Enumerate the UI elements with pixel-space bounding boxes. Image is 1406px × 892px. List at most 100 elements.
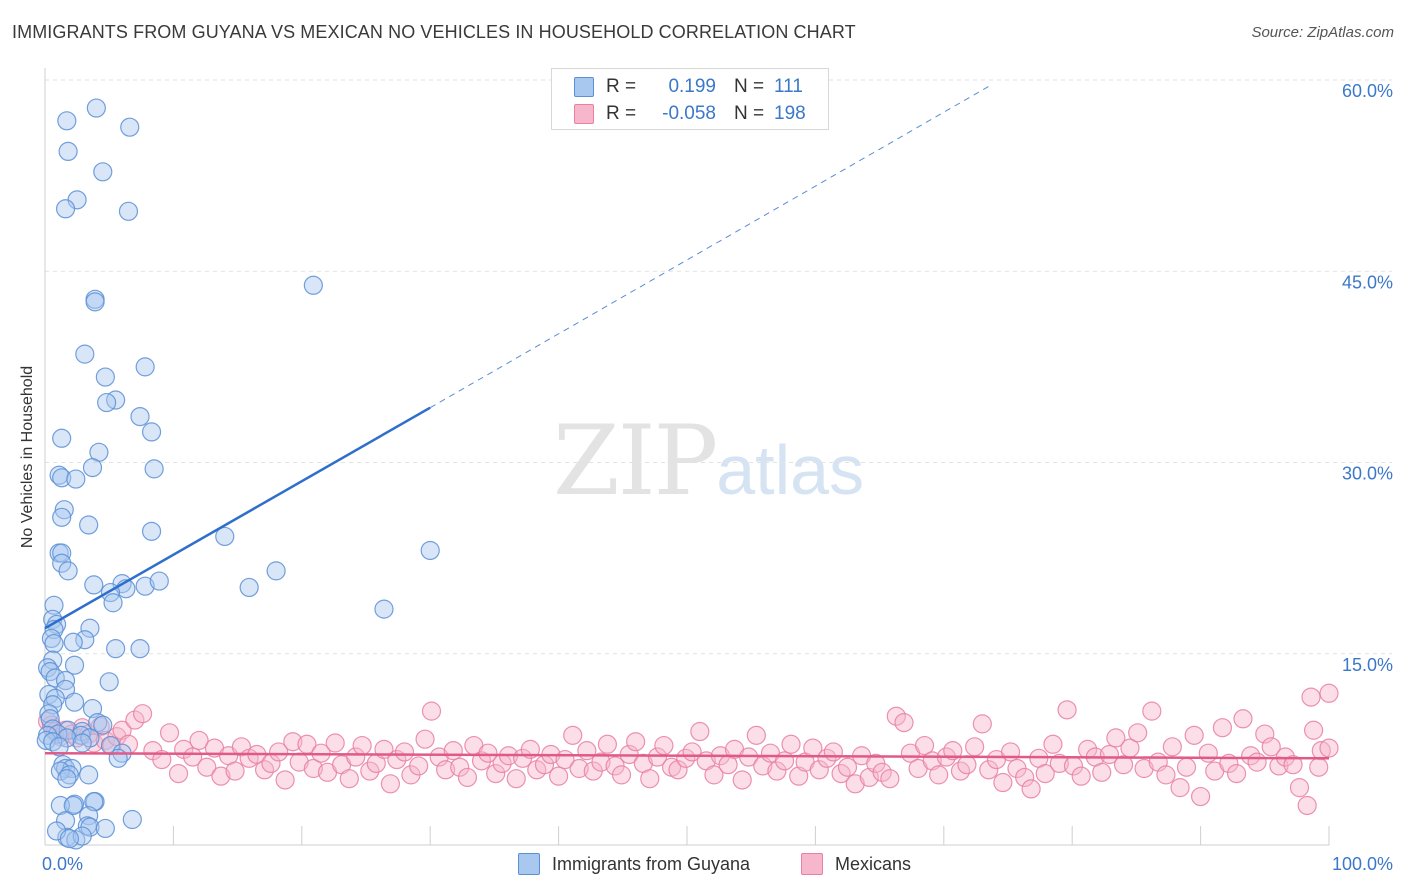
mexicans-point-119 (859, 767, 879, 788)
mexicans-point-78 (569, 758, 589, 779)
mexicans-point-75 (548, 766, 569, 786)
mexicans-point-147 (1057, 700, 1077, 720)
x-tick-label-1: 100.0% (1332, 854, 1393, 874)
mexicans-point-122 (880, 769, 900, 789)
guyana-point-20 (144, 459, 164, 479)
mexicans-point-81 (591, 752, 611, 772)
guyana-point-93 (79, 765, 99, 785)
mexicans-point-47 (352, 735, 372, 756)
guyana-point-6 (55, 199, 76, 219)
guyana-point-2 (120, 117, 140, 137)
mexicans-point-20 (159, 723, 180, 743)
mexicans-point-77 (563, 725, 583, 745)
guyana-point-0 (86, 98, 106, 118)
mexicans-point-56 (415, 729, 435, 749)
guyana-point-62 (99, 672, 119, 692)
mexicans-point-35 (269, 742, 289, 762)
mexicans-point-153 (1099, 744, 1120, 765)
guyana-point-57 (64, 655, 85, 675)
mexicans-point-82 (597, 734, 617, 754)
mexicans-point-155 (1113, 755, 1134, 775)
mexicans-point-182 (1303, 720, 1324, 740)
guyana-point-7 (118, 201, 139, 221)
mexicans-point-62 (457, 767, 478, 788)
guyana-point-40 (149, 571, 169, 591)
guyana-point-38 (135, 576, 155, 596)
mexicans-point-65 (478, 743, 498, 763)
mexicans-point-176 (1261, 737, 1281, 757)
mexicans-point-19 (152, 749, 172, 770)
mexicans-point-123 (886, 706, 906, 726)
mexicans-point-134 (965, 737, 985, 757)
mexicans-r-label: R = (606, 103, 637, 124)
series-legend-mexicans: Mexicans (801, 852, 911, 876)
mexicans-point-145 (1043, 734, 1063, 754)
mexicans-point-109 (789, 766, 809, 786)
guyana-point-55 (130, 639, 150, 659)
mexicans-legend-swatch (801, 853, 823, 875)
mexicans-point-21 (168, 763, 189, 784)
y-tick-label-1: 30.0% (1342, 464, 1393, 484)
mexicans-point-48 (360, 761, 380, 781)
guyana-point-18 (52, 428, 72, 448)
guyana-r-value: 0.199 (668, 76, 716, 97)
stats-legend-row-guyana: R = 0.199 N = 111 (574, 74, 814, 100)
mexicans-point-184 (1319, 738, 1339, 758)
mexicans-point-161 (1156, 765, 1176, 785)
mexicans-point-133 (957, 755, 977, 775)
guyana-point-28 (141, 521, 162, 541)
mexicans-point-146 (1049, 753, 1069, 774)
mexicans-point-171 (1226, 763, 1247, 784)
chart-title: IMMIGRANTS FROM GUYANA VS MEXICAN NO VEH… (12, 22, 856, 42)
guyana-point-87 (108, 748, 128, 768)
mexicans-point-29 (225, 761, 245, 781)
guyana-n-label: N = (734, 76, 765, 97)
guyana-point-32 (52, 543, 72, 563)
y-tick-label-2: 45.0% (1342, 272, 1393, 292)
guyana-point-103 (122, 809, 142, 830)
mexicans-trend-line (44, 751, 1330, 760)
mexicans-point-66 (486, 763, 506, 784)
mexicans-point-164 (1176, 757, 1197, 777)
watermark-zip: ZIP (553, 405, 718, 517)
mexicans-point-101 (732, 770, 752, 790)
guyana-point-110 (59, 829, 79, 849)
stats-legend: R = 0.199 N = 111 R = -0.058 N = 198 (551, 68, 829, 130)
mexicans-point-129 (929, 765, 949, 785)
guyana-point-49 (80, 618, 100, 638)
mexicans-point-135 (972, 714, 992, 734)
mexicans-point-172 (1233, 709, 1253, 729)
mexicans-point-165 (1184, 725, 1204, 745)
mexicans-point-158 (1134, 758, 1154, 779)
mexicans-point-180 (1289, 778, 1310, 798)
mexicans-point-25 (197, 757, 217, 777)
guyana-point-53 (63, 632, 83, 652)
mexicans-point-60 (443, 741, 463, 761)
guyana-point-37 (84, 575, 104, 595)
guyana-point-74 (58, 720, 78, 740)
mexicans-point-185 (1301, 687, 1321, 707)
mexicans-point-84 (611, 765, 632, 785)
mexicans-point-57 (421, 701, 442, 721)
guyana-point-54 (106, 639, 126, 659)
guyana-point-43 (103, 593, 123, 613)
mexicans-point-53 (394, 742, 415, 762)
guyana-point-71 (88, 712, 108, 733)
guyana-point-4 (93, 162, 113, 182)
guyana-point-59 (40, 661, 60, 682)
guyana-point-45 (44, 595, 64, 615)
mexicans-legend-label: Mexicans (835, 853, 912, 874)
mexicans-point-181 (1297, 795, 1317, 816)
watermark: ZIPatlas (553, 405, 864, 517)
mexicans-point-69 (506, 769, 526, 789)
guyana-trend-dashed (429, 85, 989, 409)
guyana-point-82 (43, 732, 63, 752)
mexicans-point-157 (1128, 723, 1148, 743)
guyana-point-35 (266, 561, 286, 581)
guyana-point-10 (85, 292, 105, 312)
guyana-trend-line (44, 406, 431, 630)
guyana-point-8 (303, 275, 323, 295)
y-tick-label-3: 60.0% (1342, 81, 1393, 101)
guyana-point-52 (44, 633, 64, 654)
mexicans-point-36 (275, 770, 295, 790)
